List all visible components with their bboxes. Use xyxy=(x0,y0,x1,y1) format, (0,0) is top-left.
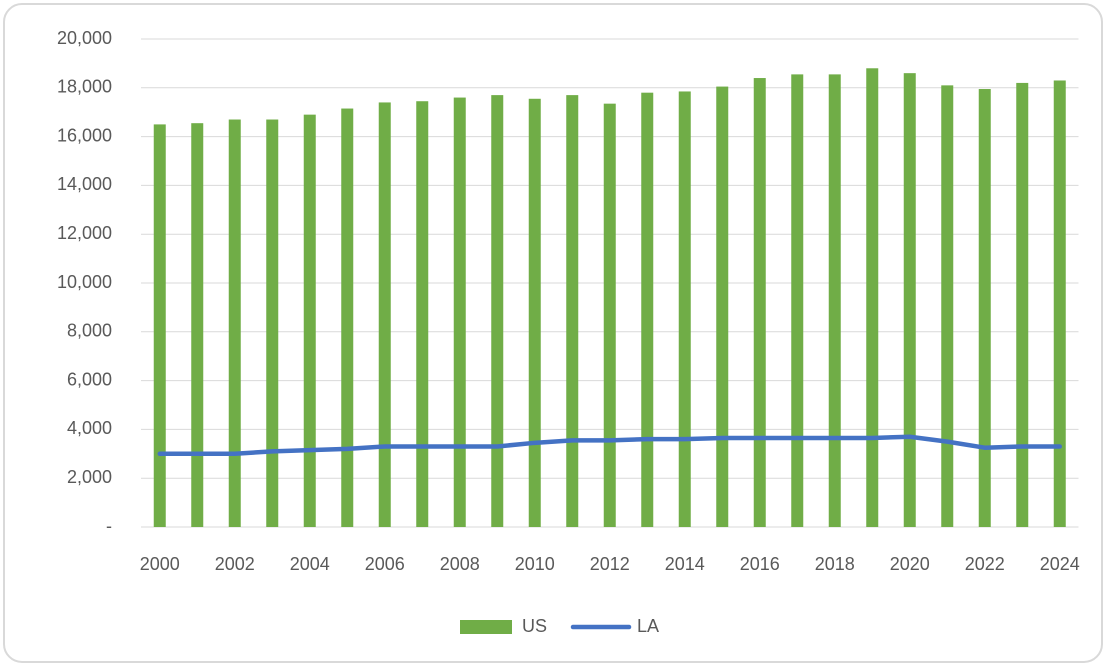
bar xyxy=(453,97,466,527)
bar xyxy=(566,95,579,528)
legend-label: LA xyxy=(637,616,659,636)
chart-frame xyxy=(3,3,1103,663)
x-tick-label: 2020 xyxy=(890,554,930,574)
y-tick-label: 10,000 xyxy=(57,272,112,292)
bar xyxy=(828,74,841,527)
x-tick-label: 2000 xyxy=(140,554,180,574)
y-tick-label: 8,000 xyxy=(67,321,112,341)
bar xyxy=(941,85,954,528)
bar xyxy=(716,86,729,527)
bar xyxy=(791,74,804,527)
x-tick-label: 2024 xyxy=(1040,554,1080,574)
bar xyxy=(191,123,204,528)
y-tick-label: 16,000 xyxy=(57,125,112,145)
bar xyxy=(678,91,691,528)
y-tick-label: 20,000 xyxy=(57,28,112,48)
y-tick-label: 12,000 xyxy=(57,223,112,243)
y-tick-label: 14,000 xyxy=(57,174,112,194)
line xyxy=(157,434,1062,457)
bar xyxy=(978,89,991,528)
x-tick-label: 2004 xyxy=(290,554,330,574)
x-tick-label: 2006 xyxy=(365,554,405,574)
x-tick-label: 2008 xyxy=(440,554,480,574)
y-tick-label: 18,000 xyxy=(57,77,112,97)
y-tick-label: - xyxy=(106,516,112,536)
x-tick-label: 2018 xyxy=(815,554,855,574)
y-tick-label: 4,000 xyxy=(67,418,112,438)
x-tick-label: 2002 xyxy=(215,554,255,574)
bar xyxy=(266,119,279,528)
legend-swatch xyxy=(460,620,512,634)
bar xyxy=(753,78,766,527)
bar xyxy=(228,119,241,528)
x-tick-label: 2014 xyxy=(665,554,705,574)
bar xyxy=(303,114,316,527)
bar xyxy=(491,95,504,528)
bar xyxy=(416,101,429,527)
bar xyxy=(866,68,879,527)
bar xyxy=(341,108,354,527)
bar xyxy=(1016,82,1029,528)
bar xyxy=(528,98,541,527)
bar xyxy=(603,103,616,527)
x-tick-label: 2016 xyxy=(740,554,780,574)
x-tick-label: 2012 xyxy=(590,554,630,574)
y-tick-label: 6,000 xyxy=(67,369,112,389)
y-tick-label: 2,000 xyxy=(67,467,112,487)
bar xyxy=(903,73,916,527)
legend-label: US xyxy=(522,616,547,636)
x-tick-label: 2010 xyxy=(515,554,555,574)
bar xyxy=(378,102,391,527)
bar xyxy=(1053,80,1066,527)
bar xyxy=(641,92,654,528)
bar xyxy=(153,124,166,528)
x-tick-label: 2022 xyxy=(965,554,1005,574)
